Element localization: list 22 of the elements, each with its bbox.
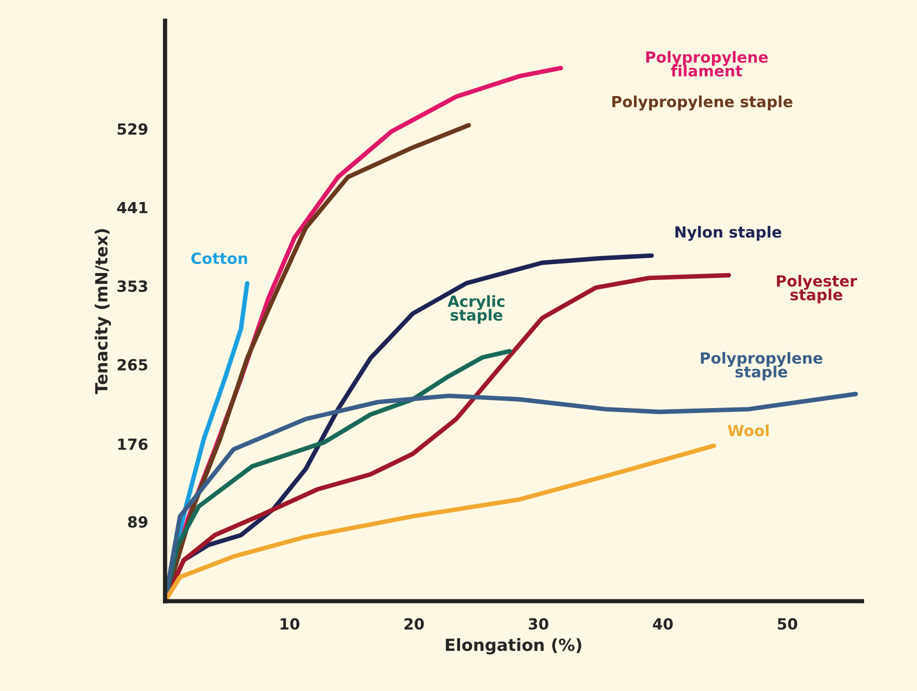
y-tick-label: 176 (118, 438, 148, 450)
series-label: Cotton (191, 252, 248, 264)
line-series (165, 444, 716, 602)
y-tick-label: 89 (128, 516, 148, 528)
series-label: Wool (728, 424, 769, 436)
y-axis-title: Tenacity (mN/tex) (94, 229, 111, 394)
y-tick-label: 265 (118, 358, 148, 371)
x-tick-label: 10 (280, 618, 300, 630)
x-tick-label: 30 (528, 618, 548, 630)
series-label: Nylon staple (675, 226, 782, 241)
text: Polyester staple (776, 274, 858, 304)
y-tick-label: 529 (118, 123, 148, 135)
x-tick-label: 20 (404, 618, 424, 630)
x-tick-label: 40 (652, 618, 673, 630)
y-tick-label: 441 (117, 202, 148, 214)
text: Polypropylene filament (646, 51, 768, 77)
x-tick-label: 50 (778, 618, 798, 630)
text: Polypropylene staple (612, 96, 792, 110)
y-tick-label: 353 (118, 280, 148, 292)
series-label: Polypropylene staple (700, 352, 822, 380)
x-axis-title: Elongation (%) (446, 638, 582, 654)
series-label: Acrylic staple (448, 295, 504, 324)
